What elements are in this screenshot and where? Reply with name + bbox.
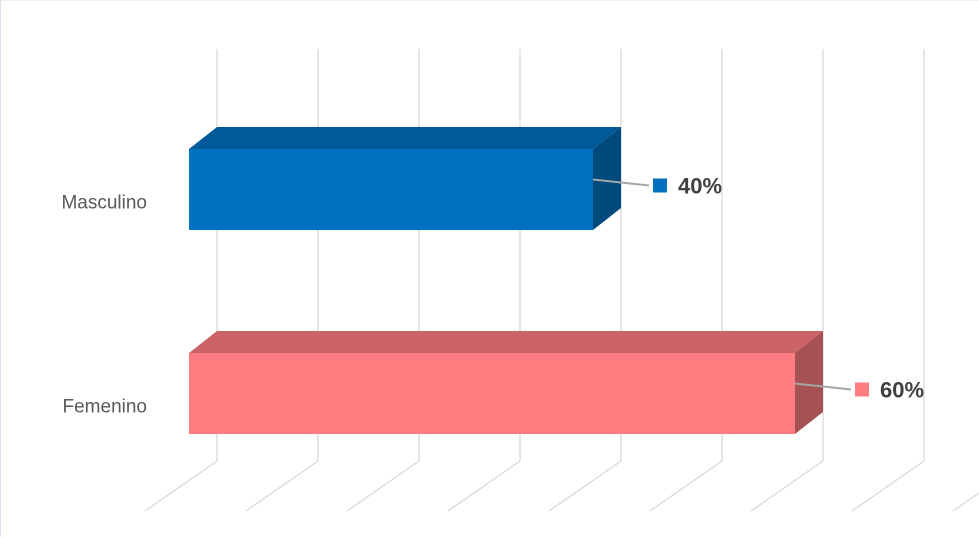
floor-gridline [346,460,420,512]
data-label: 40% [678,174,722,199]
bar-side-face [795,331,823,434]
floor-gridline [750,460,824,512]
data-label-key [855,382,869,397]
bar-top-face [189,331,823,353]
bar-masculino [189,149,593,230]
floor-gridline [851,460,925,512]
category-label: Masculino [61,193,147,214]
leader-line [794,382,852,391]
floor-gridline [245,460,319,512]
floor-gridline [952,492,979,512]
data-label: 60% [880,378,924,403]
bar-top-face [189,127,621,149]
floor-gridline [649,460,723,512]
floor-gridline [447,460,521,512]
floor-gridline [144,460,218,512]
bar-side-face [593,127,621,230]
category-label: Femenino [63,397,148,418]
data-label-key [653,178,667,193]
floor-gridline [548,460,622,512]
bar-femenino [189,353,795,434]
leader-line [592,178,650,187]
